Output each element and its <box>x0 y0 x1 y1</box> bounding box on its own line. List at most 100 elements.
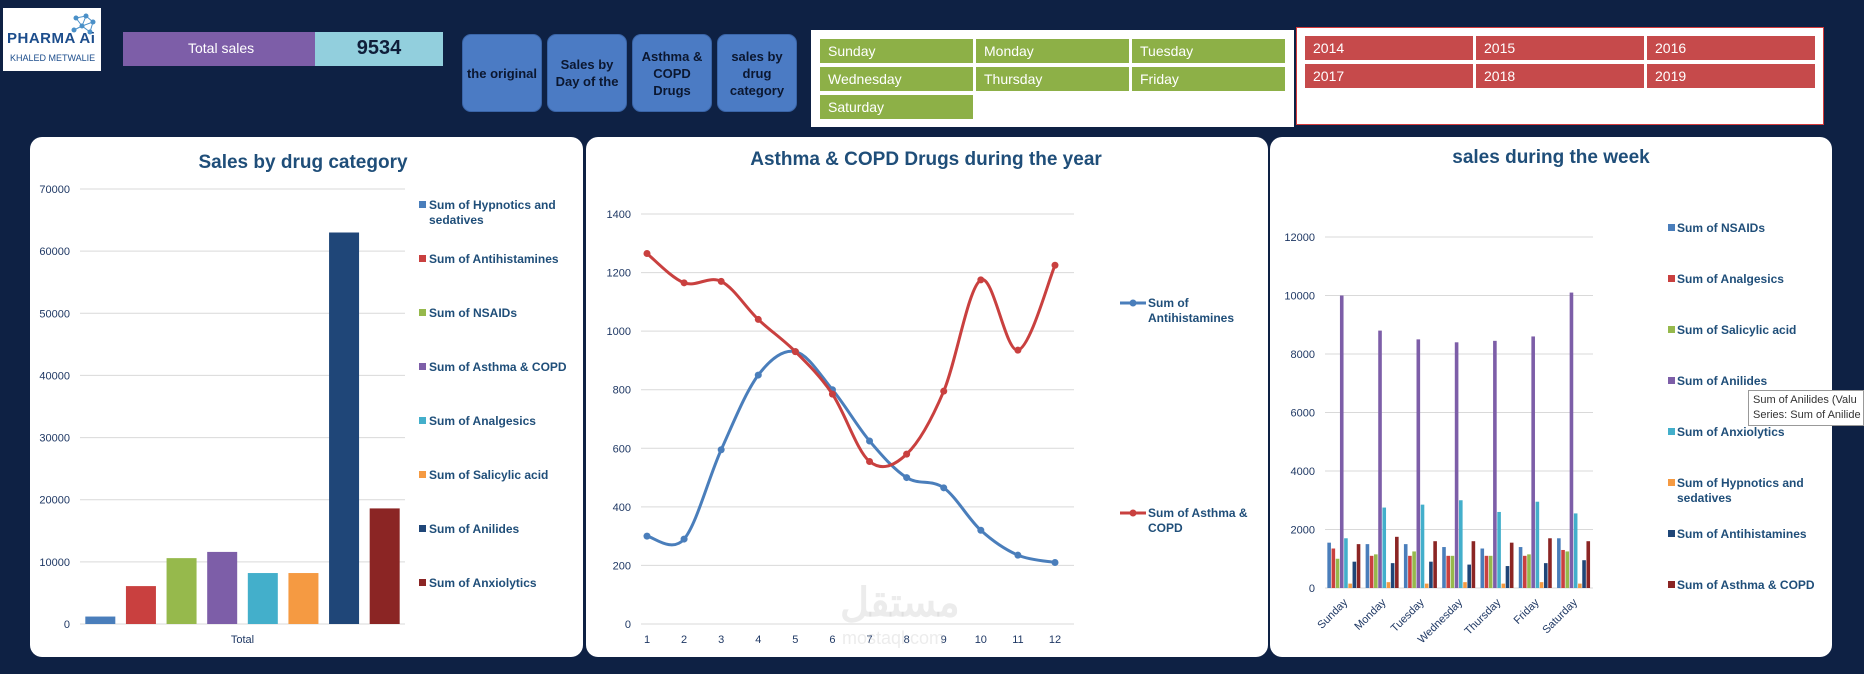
bar-sum-of-nsaids <box>166 558 197 624</box>
bar-sum-of-nsaids <box>1518 547 1523 588</box>
bar-sum-of-nsaids <box>1327 542 1331 588</box>
legend-label: Sum of Salicylic acid <box>1677 323 1796 337</box>
brain-network-icon <box>71 13 96 35</box>
bar-sum-of-antihistamines <box>1543 563 1548 588</box>
day-slicer-wednesday[interactable]: Wednesday <box>820 67 973 91</box>
nav-button-drug-category[interactable]: sales by drug category <box>717 34 797 112</box>
bar-sum-of-analgesics <box>1446 555 1450 588</box>
bar-sum-of-analgesics <box>247 573 278 624</box>
bar-sum-of-anilides <box>1531 336 1535 588</box>
bar-sum-of-anxiolytics <box>1497 511 1501 588</box>
point-sum-of-antihistamines <box>903 474 911 482</box>
chart2-x-tick: 8 <box>904 634 910 646</box>
chart2-x-tick: 9 <box>941 634 947 646</box>
bar-sum-of-hypnotics-and-sedatives <box>1578 583 1582 588</box>
bar-sum-of-asthma-copd <box>207 551 238 624</box>
bar-sum-of-salicylic-acid <box>1450 555 1455 588</box>
legend-swatch <box>1668 479 1675 486</box>
point-sum-of-asthma-copd <box>940 387 948 395</box>
chart2-x-tick: 10 <box>975 634 987 646</box>
chart3-x-tick: Friday <box>1512 596 1542 626</box>
legend-swatch <box>419 525 426 532</box>
bar-sum-of-anxiolytics <box>369 508 400 624</box>
point-sum-of-asthma-copd <box>1051 261 1059 269</box>
tooltip-line-1: Sum of Anilides (Valu <box>1753 394 1857 406</box>
bar-sum-of-hypnotics-and-sedatives <box>1424 583 1429 588</box>
point-sum-of-antihistamines <box>977 526 985 534</box>
chart1-y-tick: 60000 <box>39 246 70 258</box>
chart-sales-by-drug-category[interactable]: Sales by drug category 0 10000 20000 30000 40… <box>30 137 583 657</box>
year-slicer-2017[interactable]: 2017 <box>1305 64 1473 88</box>
legend-swatch <box>419 255 426 262</box>
legend-swatch <box>419 471 426 478</box>
bar-sum-of-antihistamines <box>125 586 156 624</box>
bar-sum-of-anxiolytics <box>1344 538 1348 588</box>
point-sum-of-antihistamines <box>717 446 725 454</box>
legend-label: Sum of Anxiolytics <box>429 576 537 590</box>
legend-label: Sum of Asthma & COPD <box>1148 506 1248 535</box>
year-slicer-2015[interactable]: 2015 <box>1476 36 1644 60</box>
chart3-y-tick: 12000 <box>1284 232 1315 244</box>
legend-label: Sum of NSAIDs <box>1677 221 1765 235</box>
bar-sum-of-salicylic-acid <box>1335 558 1340 588</box>
chart2-x-tick: 4 <box>755 634 761 646</box>
nav-button-sales-by-day[interactable]: Sales by Day of the <box>547 34 627 112</box>
bar-sum-of-anilides <box>329 232 360 624</box>
year-slicer-2018[interactable]: 2018 <box>1476 64 1644 88</box>
bar-sum-of-analgesics <box>1369 555 1374 588</box>
line-sum-of-antihistamines <box>646 349 1056 564</box>
chart3-x-tick: Saturday <box>1540 596 1580 636</box>
bar-sum-of-salicylic-acid <box>1412 551 1416 588</box>
year-slicer-2014[interactable]: 2014 <box>1305 36 1473 60</box>
chart1-y-tick: 10000 <box>39 557 70 569</box>
bar-sum-of-hypnotics-and-sedatives <box>1386 582 1391 588</box>
bar-sum-of-anxiolytics <box>1459 500 1463 588</box>
bar-sum-of-hypnotics-and-sedatives <box>1348 583 1352 588</box>
chart-sales-during-week[interactable]: sales during the week 0 2000 4000 6000 8000 10… <box>1270 137 1832 657</box>
bar-sum-of-antihistamines <box>1352 561 1357 588</box>
nav-button-asthma-copd[interactable]: Asthma & COPD Drugs <box>632 34 712 112</box>
point-sum-of-asthma-copd <box>977 276 985 284</box>
legend-swatch <box>1668 428 1675 435</box>
chart2-x-tick: 3 <box>718 634 724 646</box>
total-sales-label: Total sales <box>123 32 315 66</box>
point-sum-of-antihistamines <box>680 535 688 543</box>
day-slicer-tuesday[interactable]: Tuesday <box>1132 39 1285 63</box>
bar-sum-of-anilides <box>1569 292 1574 588</box>
day-slicer-saturday[interactable]: Saturday <box>820 95 973 119</box>
legend-marker <box>1129 299 1137 307</box>
bar-sum-of-salicylic-acid <box>1488 555 1493 588</box>
point-sum-of-asthma-copd <box>1014 346 1022 354</box>
day-slicer-friday[interactable]: Friday <box>1132 67 1285 91</box>
day-slicer-thursday[interactable]: Thursday <box>976 67 1129 91</box>
legend-label: Sum of Hypnotics and sedatives <box>429 198 556 227</box>
chart-asthma-copd-year[interactable]: Asthma & COPD Drugs during the year 0 200 4… <box>586 137 1268 657</box>
bar-sum-of-asthma-copd <box>1395 536 1399 588</box>
chart-asthma-copd-year-svg: Asthma & COPD Drugs during the year 0 200 4… <box>607 149 1248 646</box>
nav-button-original[interactable]: the original <box>462 34 542 112</box>
bar-sum-of-anxiolytics <box>1382 507 1387 588</box>
legend-label: Sum of Antihistamines <box>1677 527 1807 541</box>
day-slicer-monday[interactable]: Monday <box>976 39 1129 63</box>
chart2-x-tick: 6 <box>829 634 835 646</box>
day-slicer: Sunday Monday Tuesday Wednesday Thursday… <box>811 30 1294 127</box>
bar-sum-of-analgesics <box>1331 548 1336 588</box>
legend-swatch <box>1668 275 1675 282</box>
bar-sum-of-asthma-copd <box>1471 541 1476 588</box>
chart1-y-tick: 0 <box>64 619 70 631</box>
chart-sales-by-drug-category-svg: Sales by drug category 0 10000 20000 30000 40… <box>39 152 566 646</box>
chart-title: Sales by drug category <box>198 152 408 173</box>
bar-sum-of-antihistamines <box>1390 563 1395 588</box>
year-slicer-2016[interactable]: 2016 <box>1647 36 1815 60</box>
bar-sum-of-anilides <box>1416 339 1421 588</box>
chart3-x-tick: Sunday <box>1315 596 1350 631</box>
watermark-latin: mostaql.com <box>842 628 945 648</box>
chart3-y-tick: 4000 <box>1291 466 1315 478</box>
chart2-x-tick: 12 <box>1049 634 1061 646</box>
point-sum-of-asthma-copd <box>903 450 911 458</box>
bar-sum-of-asthma-copd <box>1509 542 1514 588</box>
total-sales-value: 9534 <box>315 32 443 66</box>
year-slicer-2019[interactable]: 2019 <box>1647 64 1815 88</box>
bar-sum-of-anxiolytics <box>1535 501 1540 588</box>
day-slicer-sunday[interactable]: Sunday <box>820 39 973 63</box>
